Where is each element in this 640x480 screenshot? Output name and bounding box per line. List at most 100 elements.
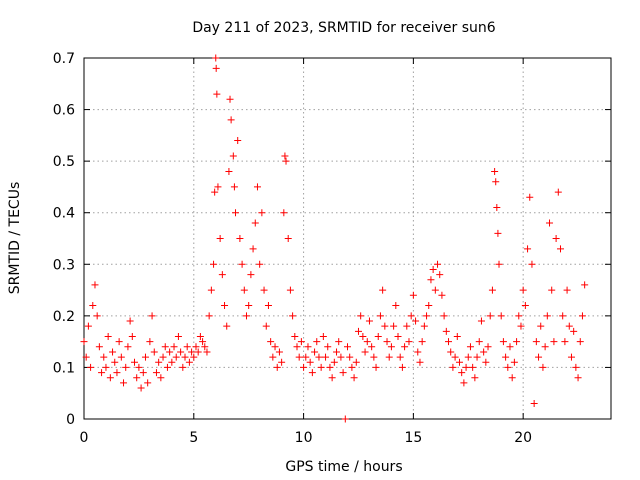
data-point [541, 343, 549, 351]
data-point [234, 137, 242, 145]
data-point [396, 353, 404, 361]
data-point [341, 415, 349, 423]
data-point [139, 369, 147, 377]
data-point [188, 348, 196, 356]
data-point [137, 384, 145, 392]
grid-lines [84, 58, 611, 419]
data-point [91, 281, 99, 289]
data-point [240, 286, 248, 294]
data-point [317, 363, 325, 371]
data-point [170, 343, 178, 351]
data-point [390, 322, 398, 330]
data-point [322, 353, 330, 361]
data-point [324, 343, 332, 351]
data-point [326, 363, 334, 371]
data-point [113, 369, 121, 377]
data-point [201, 343, 209, 351]
data-point [264, 302, 272, 310]
data-point [194, 348, 202, 356]
data-point [530, 400, 538, 408]
data-point [245, 302, 253, 310]
data-point [401, 343, 409, 351]
data-point [302, 353, 310, 361]
y-tick-label: 0 [66, 412, 75, 428]
data-point [126, 317, 134, 325]
data-point [455, 358, 463, 366]
data-point [374, 332, 382, 340]
data-point [359, 332, 367, 340]
data-point [315, 353, 323, 361]
data-point [281, 152, 289, 160]
data-point [365, 317, 373, 325]
data-point [398, 363, 406, 371]
data-point [335, 338, 343, 346]
data-point [251, 219, 259, 227]
data-point [256, 260, 264, 268]
data-point [460, 379, 468, 387]
data-point [370, 353, 378, 361]
data-point [150, 348, 158, 356]
plot-frame [83, 57, 612, 420]
data-point [464, 353, 472, 361]
data-point [163, 363, 171, 371]
data-point [306, 358, 314, 366]
data-point [106, 374, 114, 382]
data-point [177, 348, 185, 356]
x-tick-label: 15 [404, 430, 422, 446]
data-point [438, 291, 446, 299]
data-point [524, 245, 532, 253]
data-point [372, 363, 380, 371]
data-point [515, 312, 523, 320]
data-point [330, 358, 338, 366]
data-point [212, 54, 220, 62]
data-point [211, 188, 219, 196]
data-point [131, 358, 139, 366]
data-point [475, 338, 483, 346]
x-tick-label: 5 [189, 430, 198, 446]
axes [83, 57, 612, 420]
data-point [100, 353, 108, 361]
data-point [333, 348, 341, 356]
data-point [213, 90, 221, 98]
data-point [249, 245, 257, 253]
y-axis-label: SRMTID / TECUs [7, 182, 23, 295]
data-point [381, 322, 389, 330]
data-point [361, 348, 369, 356]
x-tick-label: 10 [295, 430, 313, 446]
data-point [275, 348, 283, 356]
data-point [492, 178, 500, 186]
data-point [311, 348, 319, 356]
data-point [339, 369, 347, 377]
data-point [282, 157, 290, 165]
data-point [486, 312, 494, 320]
data-point [493, 204, 501, 212]
data-point [550, 338, 558, 346]
data-point [519, 286, 527, 294]
data-point [218, 271, 226, 279]
data-point [352, 358, 360, 366]
data-point [528, 260, 536, 268]
data-point [502, 353, 510, 361]
data-point [297, 338, 305, 346]
data-point [471, 374, 479, 382]
data-point [572, 363, 580, 371]
data-point [122, 363, 130, 371]
data-point [172, 353, 180, 361]
data-point [236, 235, 244, 242]
data-point [385, 353, 393, 361]
data-point [440, 312, 448, 320]
data-point [179, 363, 187, 371]
data-point [532, 338, 540, 346]
data-point [291, 332, 299, 340]
data-point [203, 348, 211, 356]
data-point [159, 353, 167, 361]
y-tick-label: 0.4 [53, 206, 75, 222]
data-point [199, 338, 207, 346]
data-point [392, 302, 400, 310]
data-point [93, 312, 101, 320]
data-point [289, 312, 297, 320]
data-point [308, 369, 316, 377]
data-point [242, 312, 250, 320]
data-point [449, 363, 457, 371]
data-point [576, 338, 584, 346]
